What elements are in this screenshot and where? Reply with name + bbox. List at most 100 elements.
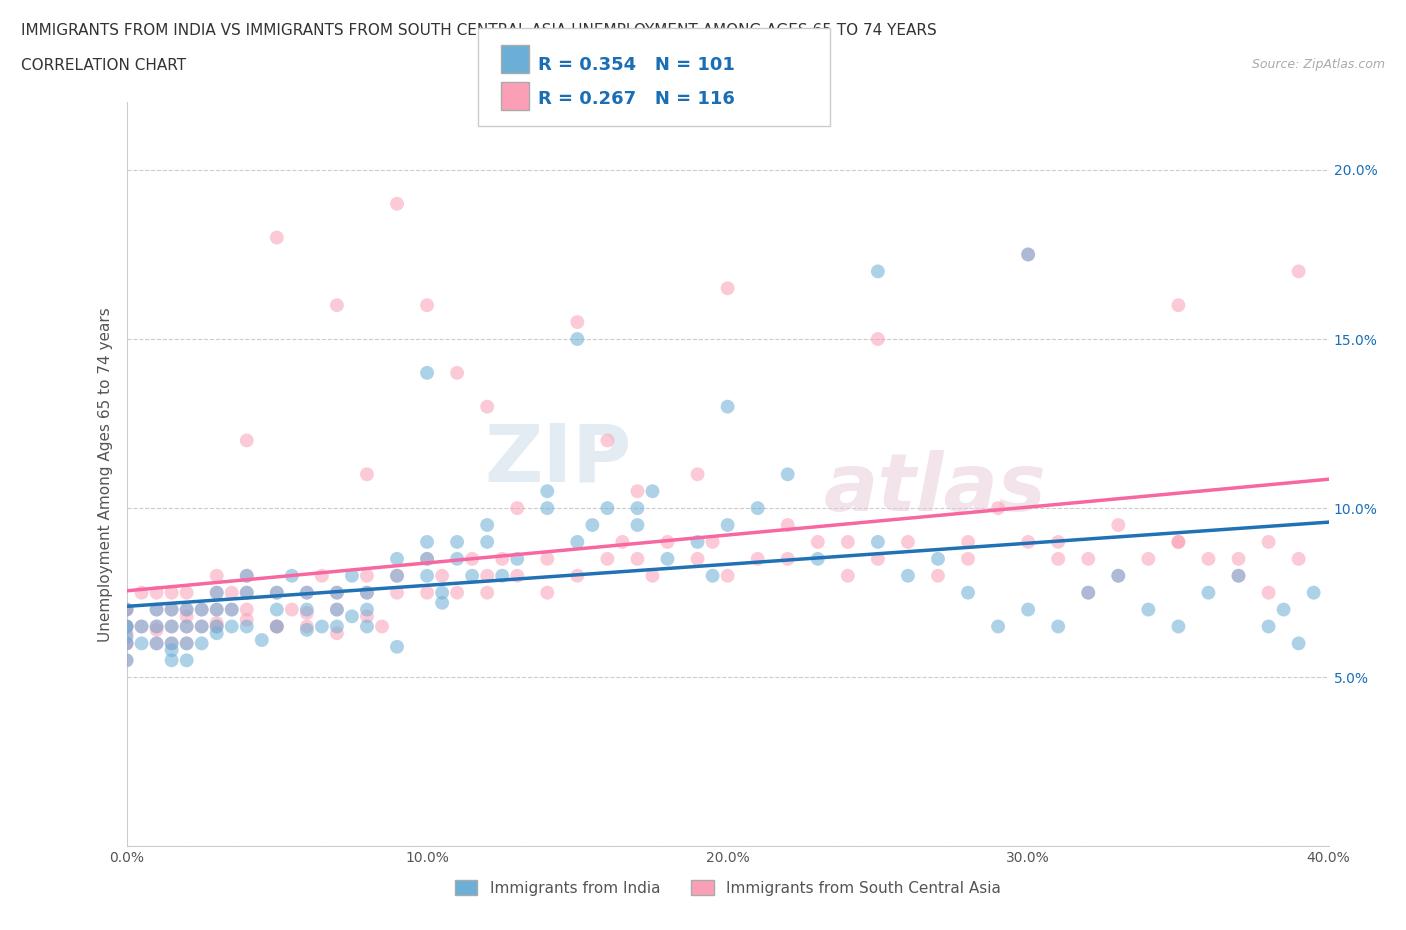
- Point: [205, 619, 228, 634]
- Point: [205, 602, 228, 617]
- Point: [221, 619, 243, 634]
- Point: [205, 602, 228, 617]
- Point: [235, 568, 259, 583]
- Point: [176, 636, 198, 651]
- Point: [641, 568, 664, 583]
- Point: [956, 585, 979, 600]
- Point: [475, 518, 498, 533]
- Point: [235, 585, 259, 600]
- Point: [385, 585, 408, 600]
- Point: [266, 230, 288, 245]
- Point: [475, 585, 498, 600]
- Point: [281, 602, 304, 617]
- Point: [1107, 568, 1129, 583]
- Point: [1227, 551, 1250, 566]
- Point: [190, 619, 212, 634]
- Point: [266, 619, 288, 634]
- Point: [115, 653, 138, 668]
- Point: [145, 636, 167, 651]
- Point: [807, 535, 830, 550]
- Point: [311, 568, 333, 583]
- Point: [716, 568, 740, 583]
- Point: [115, 636, 138, 651]
- Point: [205, 568, 228, 583]
- Text: atlas: atlas: [824, 450, 1046, 528]
- Point: [160, 619, 183, 634]
- Point: [1272, 602, 1295, 617]
- Point: [446, 551, 468, 566]
- Point: [1167, 619, 1189, 634]
- Point: [295, 605, 318, 620]
- Point: [176, 609, 198, 624]
- Point: [1047, 619, 1070, 634]
- Point: [1257, 585, 1279, 600]
- Point: [747, 500, 769, 515]
- Point: [1302, 585, 1324, 600]
- Point: [866, 551, 889, 566]
- Point: [190, 636, 212, 651]
- Point: [145, 585, 167, 600]
- Point: [506, 568, 529, 583]
- Point: [160, 602, 183, 617]
- Text: R = 0.267   N = 116: R = 0.267 N = 116: [538, 90, 735, 108]
- Point: [131, 636, 153, 651]
- Point: [1257, 535, 1279, 550]
- Point: [160, 602, 183, 617]
- Point: [266, 619, 288, 634]
- Point: [416, 551, 439, 566]
- Point: [356, 609, 378, 624]
- Point: [356, 585, 378, 600]
- Point: [430, 568, 453, 583]
- Point: [1107, 518, 1129, 533]
- Point: [987, 500, 1010, 515]
- Point: [326, 619, 349, 634]
- Point: [266, 602, 288, 617]
- Point: [385, 551, 408, 566]
- Point: [416, 365, 439, 380]
- Point: [205, 585, 228, 600]
- Point: [160, 619, 183, 634]
- Legend: Immigrants from India, Immigrants from South Central Asia: Immigrants from India, Immigrants from S…: [449, 873, 1007, 902]
- Point: [235, 568, 259, 583]
- Point: [866, 332, 889, 347]
- Point: [626, 518, 648, 533]
- Text: Source: ZipAtlas.com: Source: ZipAtlas.com: [1251, 58, 1385, 71]
- Point: [205, 585, 228, 600]
- Point: [1288, 636, 1310, 651]
- Point: [176, 585, 198, 600]
- Point: [115, 636, 138, 651]
- Point: [657, 551, 679, 566]
- Point: [807, 551, 830, 566]
- Point: [1017, 247, 1039, 262]
- Point: [115, 602, 138, 617]
- Point: [131, 619, 153, 634]
- Point: [1137, 551, 1160, 566]
- Point: [145, 602, 167, 617]
- Point: [491, 551, 513, 566]
- Text: R = 0.354   N = 101: R = 0.354 N = 101: [538, 56, 735, 73]
- Point: [115, 636, 138, 651]
- Point: [927, 551, 949, 566]
- Point: [356, 568, 378, 583]
- Point: [160, 636, 183, 651]
- Point: [385, 196, 408, 211]
- Point: [115, 619, 138, 634]
- Point: [1017, 247, 1039, 262]
- Point: [115, 626, 138, 641]
- Point: [1017, 535, 1039, 550]
- Point: [176, 619, 198, 634]
- Point: [702, 535, 724, 550]
- Text: IMMIGRANTS FROM INDIA VS IMMIGRANTS FROM SOUTH CENTRAL ASIA UNEMPLOYMENT AMONG A: IMMIGRANTS FROM INDIA VS IMMIGRANTS FROM…: [21, 23, 936, 38]
- Point: [235, 602, 259, 617]
- Point: [385, 568, 408, 583]
- Point: [145, 602, 167, 617]
- Point: [131, 585, 153, 600]
- Point: [371, 619, 394, 634]
- Point: [326, 585, 349, 600]
- Point: [686, 467, 709, 482]
- Text: ZIP: ZIP: [484, 420, 631, 498]
- Point: [235, 612, 259, 627]
- Y-axis label: Unemployment Among Ages 65 to 74 years: Unemployment Among Ages 65 to 74 years: [97, 307, 112, 642]
- Point: [205, 619, 228, 634]
- Point: [626, 484, 648, 498]
